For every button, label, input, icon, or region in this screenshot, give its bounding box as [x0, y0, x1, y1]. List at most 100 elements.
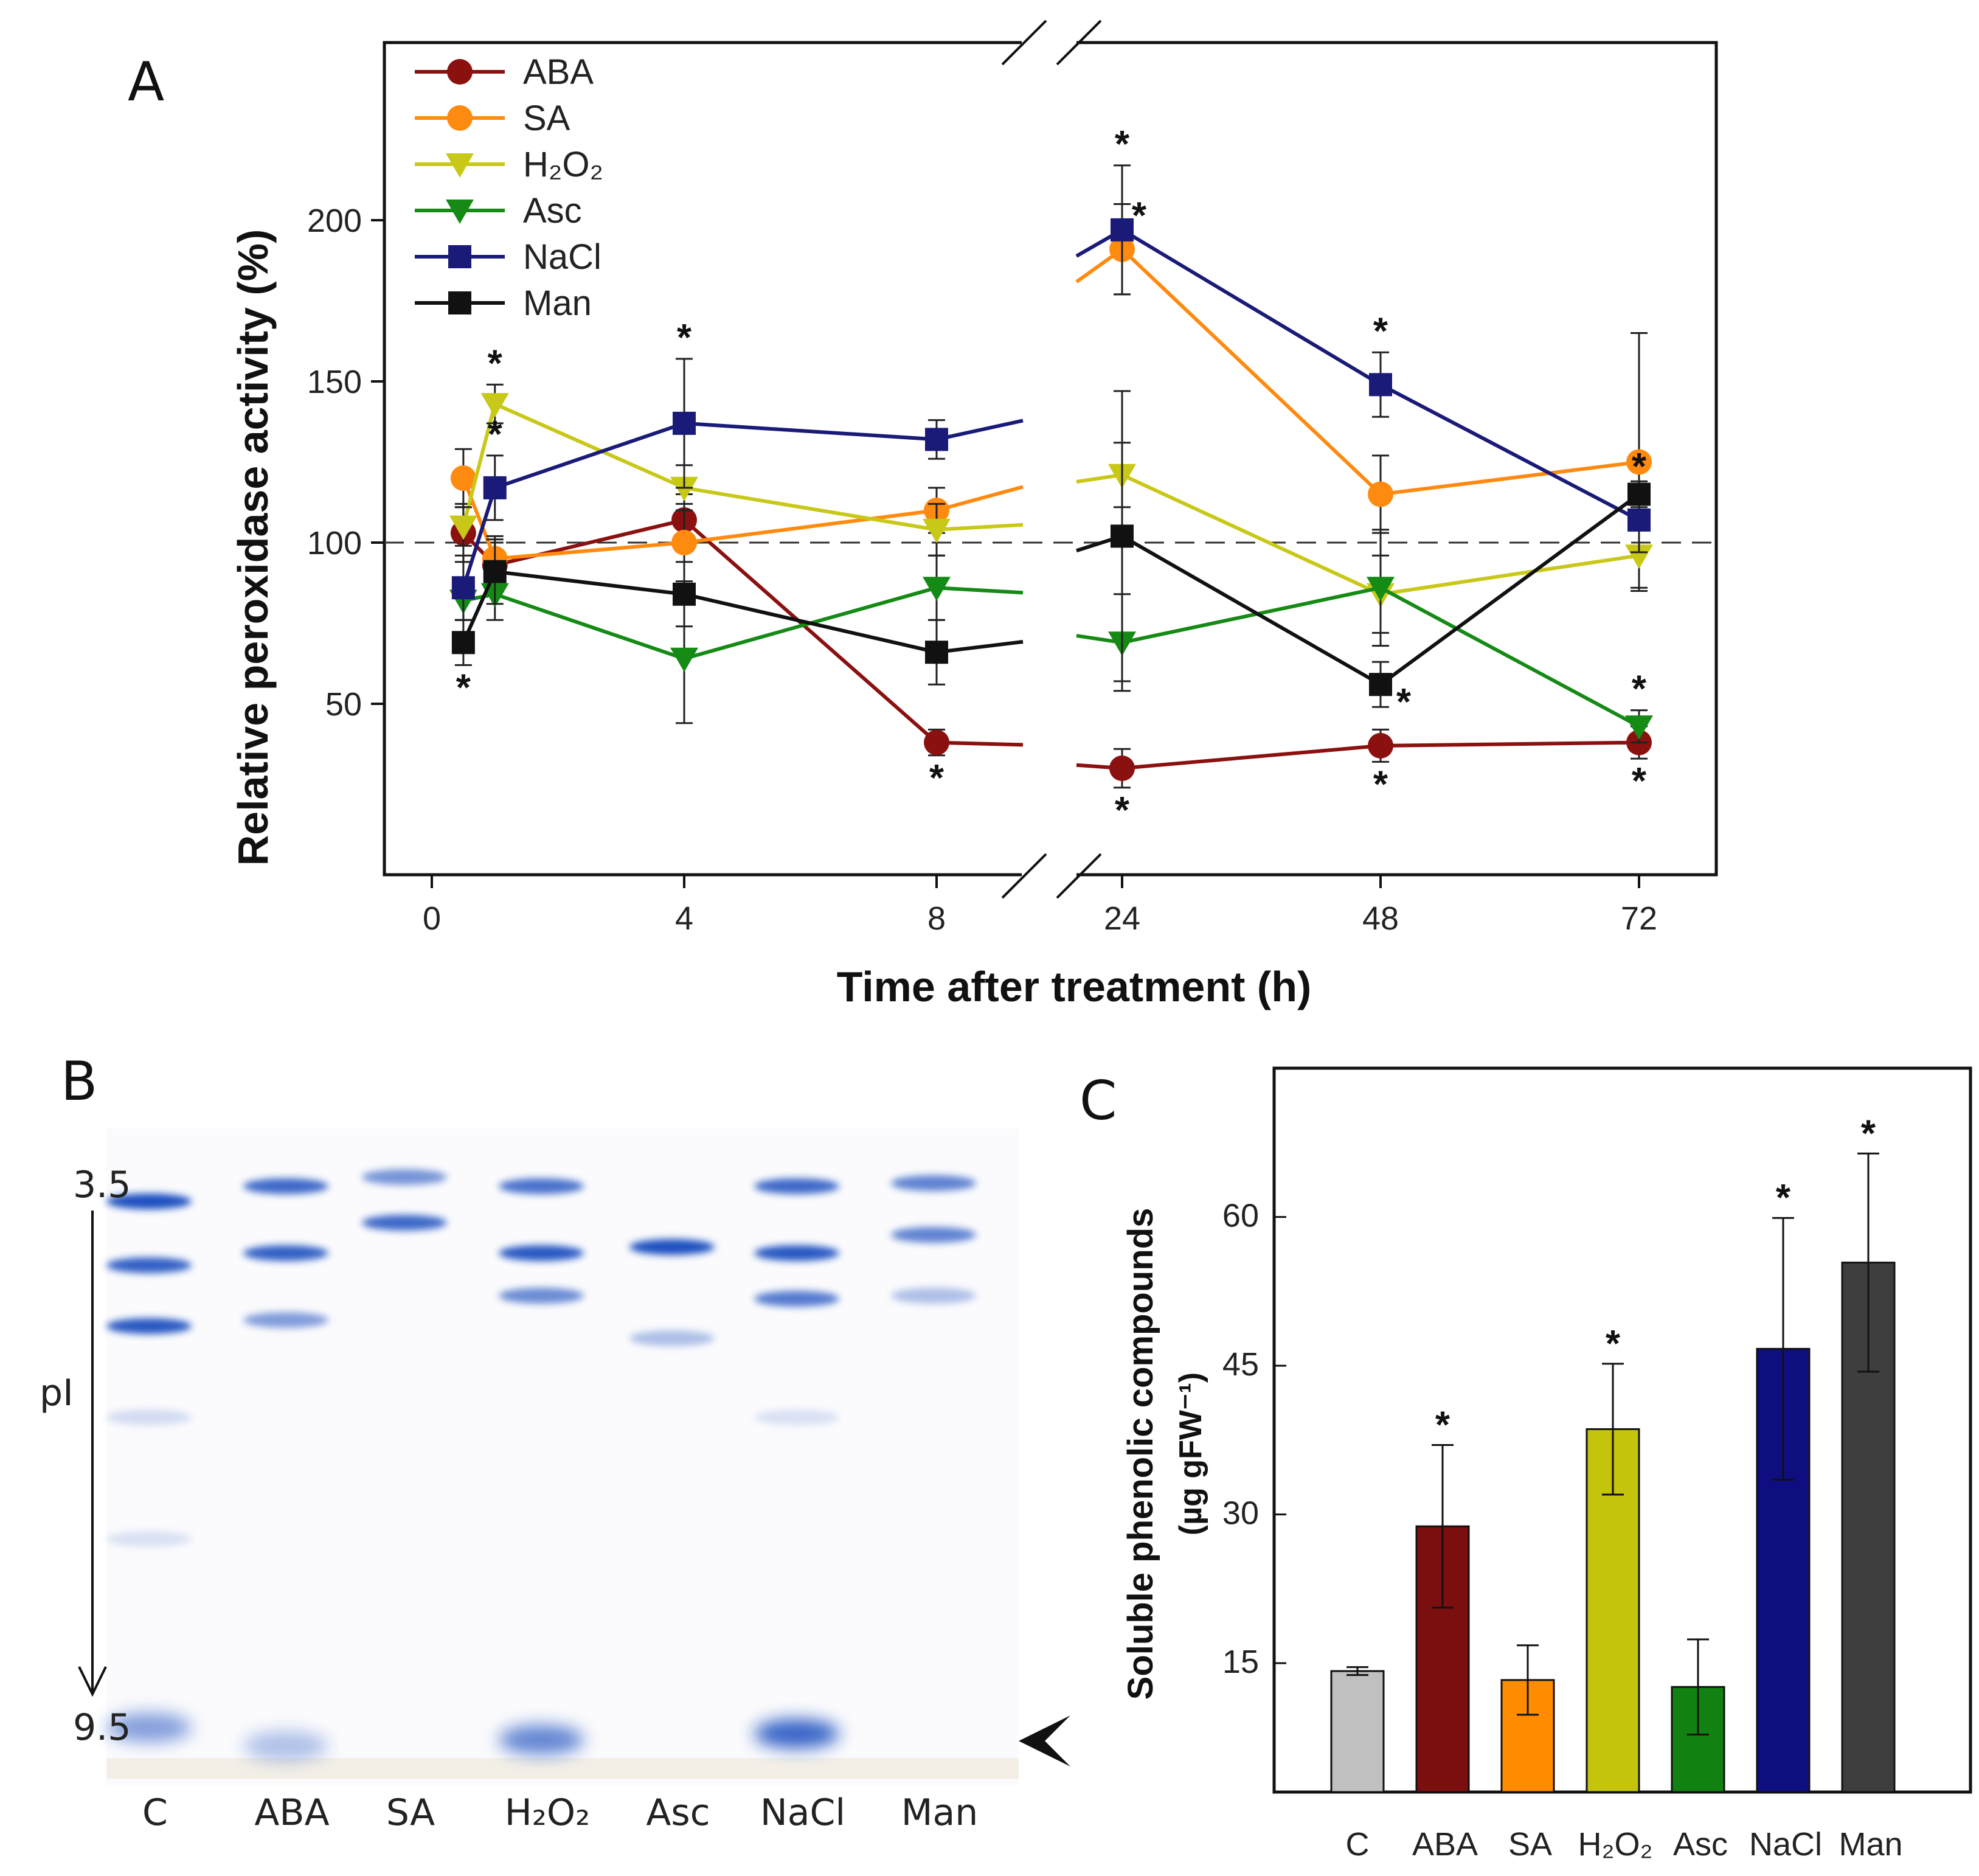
bar-3 [1586, 1428, 1640, 1793]
gel-band [891, 1227, 976, 1243]
y-tick-label: 15 [1222, 1644, 1259, 1680]
series-2-marker [480, 393, 509, 418]
chart-a-significance-stars: *** ********** * [456, 123, 1647, 832]
x-category-label: Man [1839, 1826, 1902, 1863]
gel-band [362, 1169, 447, 1185]
significance-star: * [929, 757, 944, 799]
significance-star: * [1776, 1177, 1791, 1219]
series-5-marker [673, 582, 696, 606]
gel-band [754, 1719, 839, 1748]
chart-c-y-axis-title: Soluble phenolic compounds [1121, 1208, 1160, 1700]
significance-star: * [677, 317, 692, 359]
gel-band [106, 1318, 192, 1334]
significance-star: * [1115, 790, 1130, 832]
lane-label: H₂O₂ [505, 1791, 590, 1834]
series-2-marker [1625, 544, 1653, 569]
significance-star: * [1435, 1405, 1450, 1447]
series-4-marker [483, 476, 507, 499]
significance-star: * [1632, 760, 1647, 802]
series-3 [449, 529, 1653, 744]
panel-c-label: C [1080, 1069, 1117, 1132]
significance-star: * [1373, 763, 1388, 805]
y-tick-label: 30 [1222, 1495, 1259, 1532]
x-tick-label: 4 [675, 900, 693, 937]
x-tick-label: 48 [1362, 900, 1399, 937]
series-0-break-stub [1076, 763, 1123, 770]
series-5-break-stub [1076, 534, 1123, 553]
gel-band [243, 1245, 328, 1261]
significance-star: * [1861, 1113, 1876, 1155]
series-5-marker [1627, 482, 1651, 506]
significance-star: * [488, 414, 503, 456]
ph-top-label: 3.5 [73, 1164, 131, 1206]
chart-c-y-ticks: 15 30 45 60 [1222, 1198, 1286, 1680]
series-4-marker [1369, 373, 1392, 397]
significance-star: * [1115, 123, 1130, 165]
break-gap-top [1022, 30, 1076, 55]
gel-band [499, 1288, 584, 1304]
axis-break-marks [1001, 19, 1102, 899]
x-category-label: Asc [1673, 1826, 1728, 1863]
series-1-marker [1626, 449, 1652, 475]
lane-label: Asc [646, 1791, 710, 1834]
x-category-label: H₂O₂ [1578, 1826, 1653, 1863]
y-tick-label: 50 [325, 686, 362, 723]
x-category-label: SA [1508, 1826, 1552, 1863]
series-2 [449, 383, 1653, 634]
series-1-marker [1368, 481, 1393, 507]
gel-bottom-edge [106, 1758, 1019, 1779]
series-1-break-stub [936, 485, 1024, 512]
legend-label-4: NaCl [523, 237, 601, 277]
y-tick-label: 45 [1222, 1346, 1259, 1383]
series-4-marker [673, 411, 696, 435]
chart-c-x-labels: C ABA SA H₂O₂ Asc NaCl Man [1346, 1826, 1903, 1863]
legend-label-3: Asc [523, 191, 582, 231]
series-5-marker [451, 631, 475, 655]
legend-marker-5 [448, 291, 471, 314]
significance-star: * [488, 342, 503, 384]
panel-a-label: A [128, 50, 164, 113]
gel-band [754, 1409, 839, 1425]
chart-a-x-axis-title: Time after treatment (h) [837, 963, 1312, 1010]
significance-star: * [1396, 681, 1412, 723]
series-5 [451, 390, 1651, 708]
lane-label: ABA [254, 1791, 329, 1834]
series-1-line-left [462, 477, 937, 561]
y-tick-label: 100 [307, 525, 362, 561]
ph-bottom-label: 9.5 [73, 1706, 131, 1749]
gel-band [629, 1330, 715, 1346]
y-tick-label: 60 [1222, 1198, 1259, 1234]
series-4-break-stub [936, 419, 1024, 442]
series-4-break-stub [1075, 228, 1123, 258]
gel-band [243, 1312, 328, 1328]
lane-label: SA [386, 1791, 435, 1834]
lane-label: NaCl [760, 1791, 845, 1834]
x-tick-label: 8 [927, 900, 946, 937]
legend-label-5: Man [523, 283, 592, 323]
series-3-marker [1625, 715, 1653, 740]
legend-label-0: ABA [523, 52, 594, 92]
gel-band [891, 1175, 976, 1191]
series-2-marker [670, 476, 698, 501]
pi-label: pI [40, 1372, 74, 1414]
gel-band [891, 1288, 976, 1304]
chart-a-legend: ABA SA H₂O₂ Asc NaCl Man [415, 52, 603, 323]
series-5-break-stub [936, 640, 1024, 655]
panel-b-label: B [61, 1050, 97, 1113]
gel-band [106, 1531, 192, 1547]
bar-0 [1330, 1670, 1385, 1793]
significance-star: * [1606, 1323, 1621, 1365]
gel-band [243, 1178, 328, 1194]
chart-a-y-ticks: 50 100 150 200 [307, 203, 384, 723]
series-1-marker [450, 465, 476, 491]
gel-band [106, 1713, 192, 1742]
series-2-marker [923, 518, 951, 543]
legend-marker-2 [446, 153, 474, 178]
lane-label: C [142, 1791, 168, 1834]
x-category-label: C [1346, 1826, 1370, 1863]
break-mark [1001, 853, 1047, 899]
gel-band [499, 1725, 584, 1754]
break-mark [1056, 19, 1102, 66]
gel-band [754, 1178, 839, 1194]
